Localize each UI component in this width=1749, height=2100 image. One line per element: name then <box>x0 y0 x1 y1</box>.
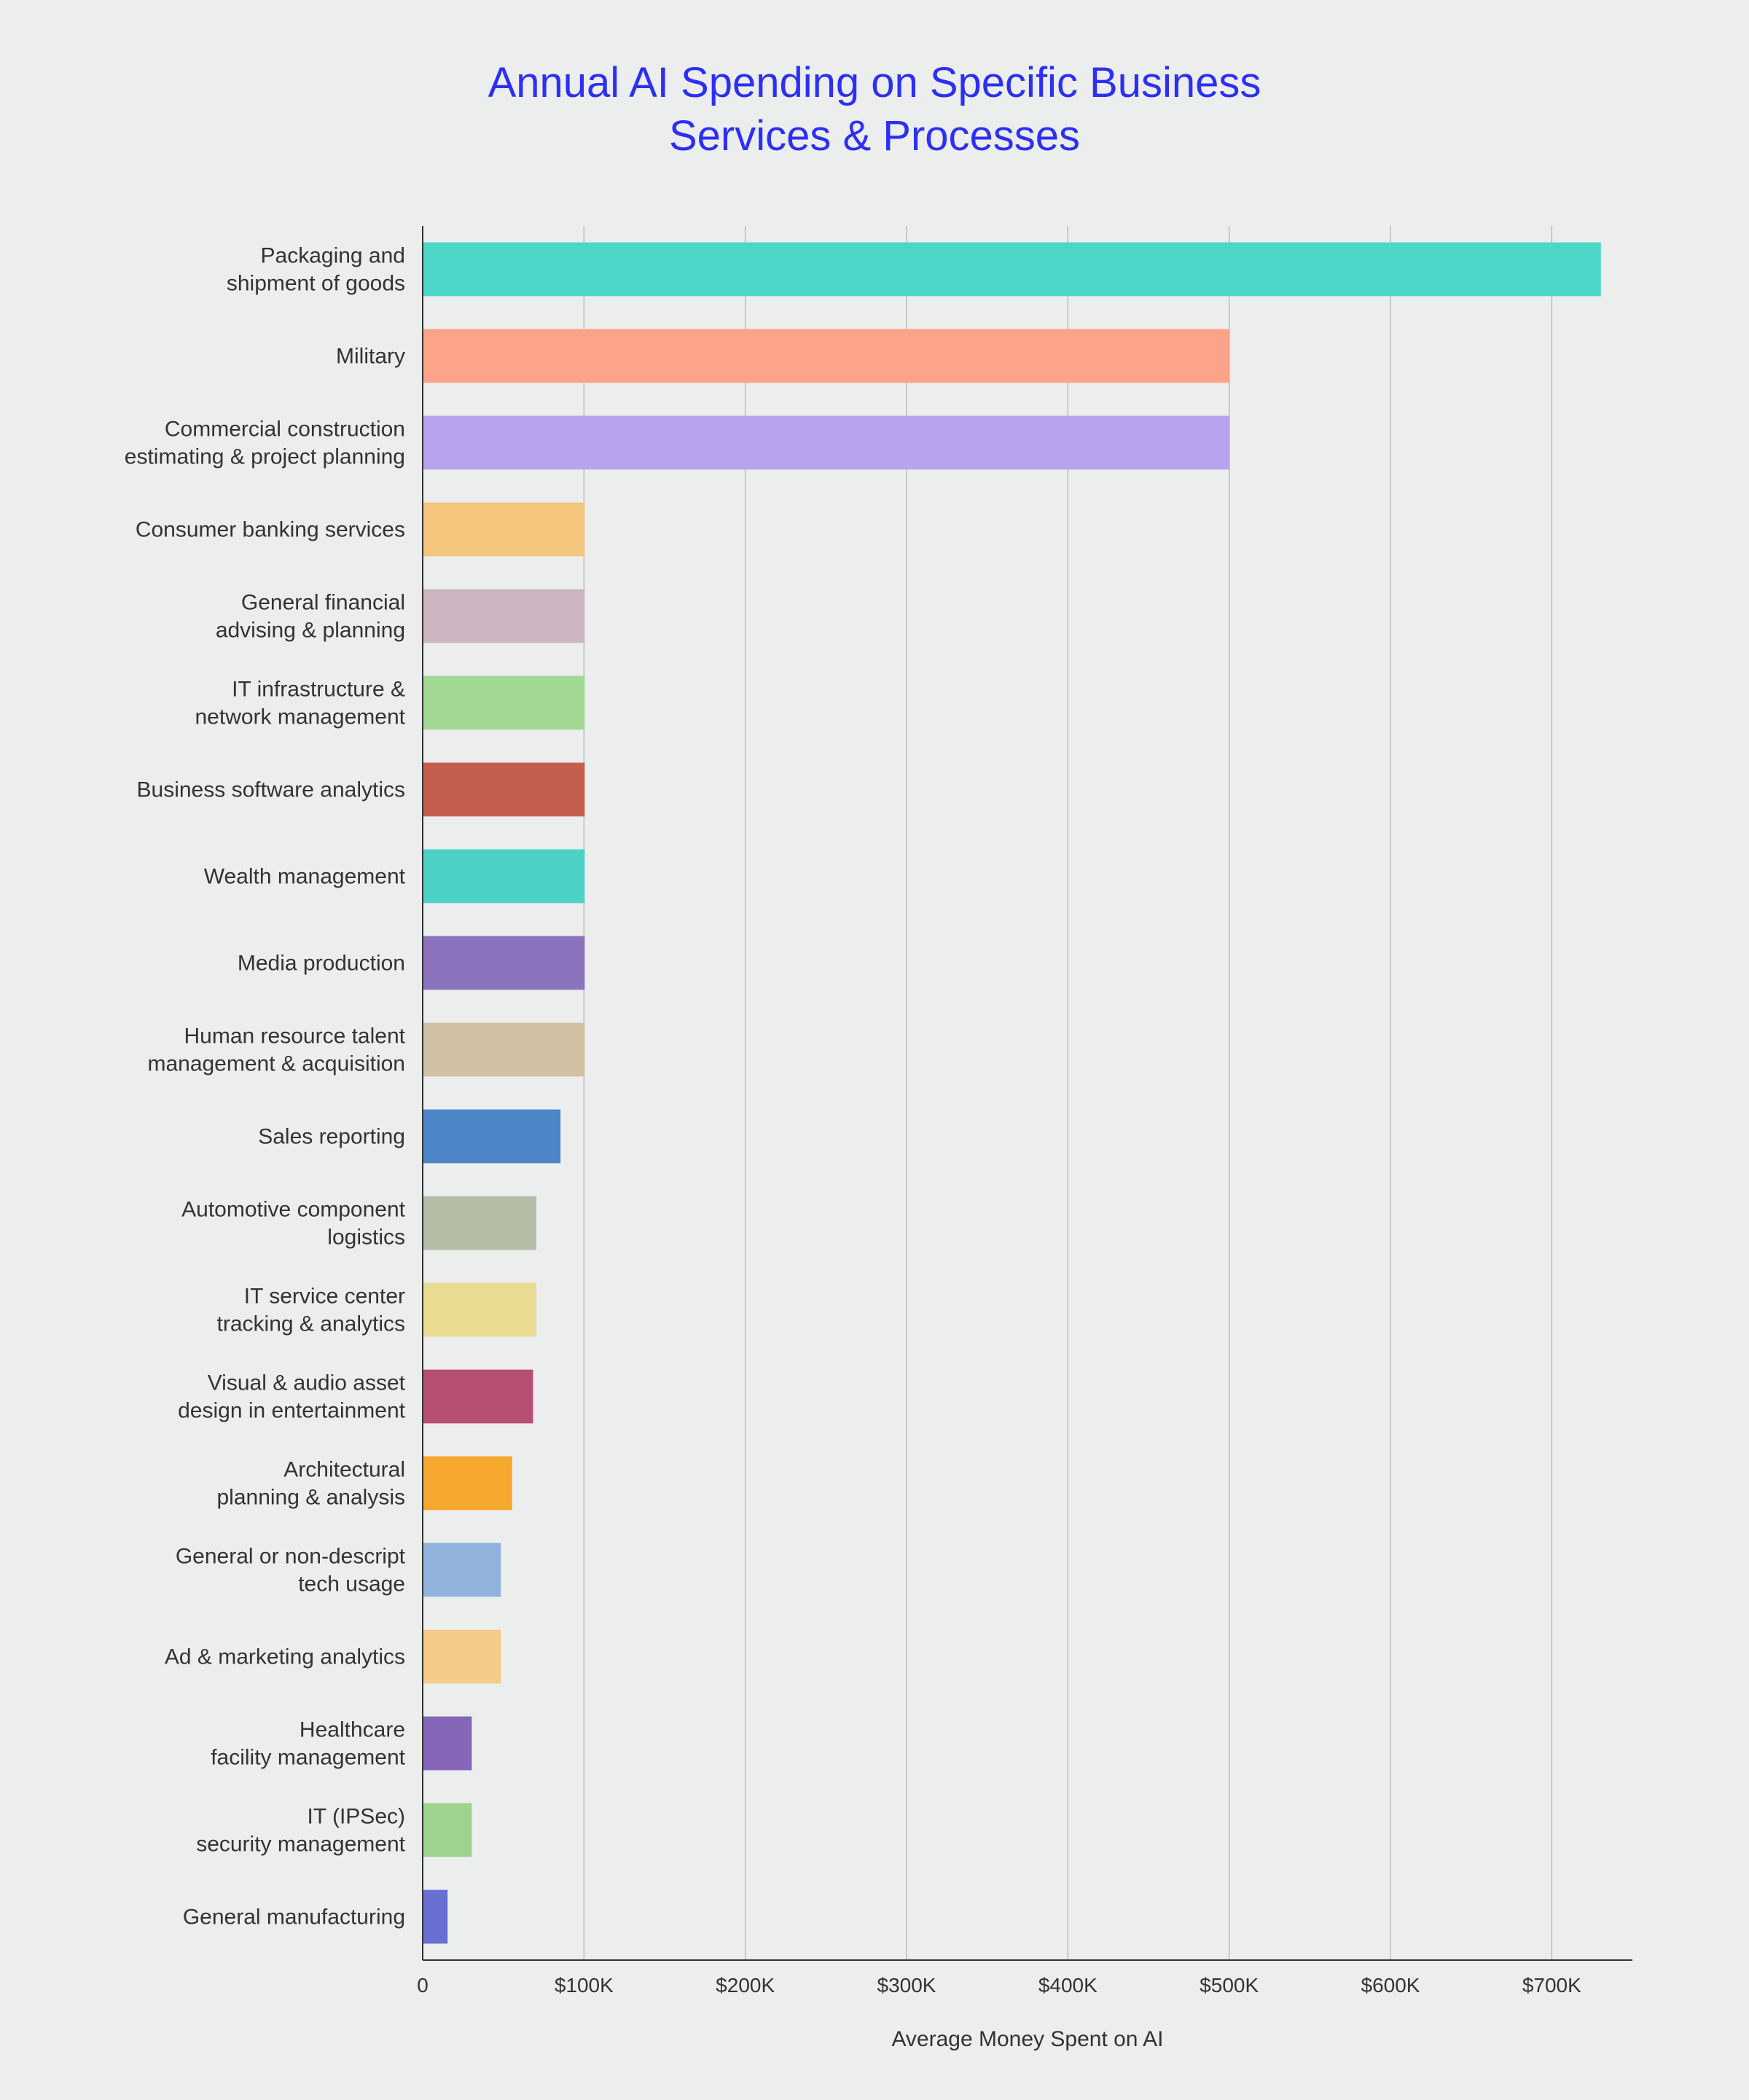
bar <box>423 243 1601 297</box>
bar <box>423 1023 584 1077</box>
bar-label: design in entertainment <box>178 1399 406 1423</box>
bar-label: Consumer banking services <box>136 518 405 542</box>
bar-label: Healthcare <box>300 1718 405 1742</box>
bar-label: network management <box>195 705 406 729</box>
x-tick-label: 0 <box>417 1974 429 1997</box>
bar-label: facility management <box>211 1746 405 1770</box>
bar-label: Commercial construction <box>165 418 405 442</box>
bar-label: IT service center <box>244 1285 405 1309</box>
bar <box>423 1370 533 1424</box>
bar-label: logistics <box>327 1226 405 1250</box>
x-tick-label: $600K <box>1361 1974 1420 1997</box>
bar <box>423 1803 472 1857</box>
bar <box>423 1110 560 1164</box>
bar-label: General manufacturing <box>183 1905 405 1929</box>
bar <box>423 936 584 990</box>
bar-label: management & acquisition <box>147 1052 405 1076</box>
bar <box>423 1196 536 1250</box>
bar-label: Visual & audio asset <box>208 1371 406 1395</box>
bar-label: Sales reporting <box>258 1125 405 1149</box>
bar <box>423 329 1230 383</box>
bar <box>423 1890 447 1944</box>
bar-label: Automotive component <box>181 1198 406 1222</box>
bar <box>423 589 584 643</box>
bar-label: planning & analysis <box>216 1486 405 1510</box>
bar-label: IT infrastructure & <box>232 678 405 702</box>
x-tick-label: $400K <box>1038 1974 1097 1997</box>
x-tick-label: $500K <box>1200 1974 1259 1997</box>
bar-label: Architectural <box>283 1458 405 1482</box>
bar-chart: 0 $100K $200K $300K $400K $500K $600K $700K Pack… <box>0 0 1749 2100</box>
bar <box>423 1457 512 1511</box>
bar-label: shipment of goods <box>227 272 405 296</box>
bar <box>423 763 584 817</box>
bar <box>423 416 1230 470</box>
bar-label: tracking & analytics <box>217 1312 405 1336</box>
bar-label: Wealth management <box>204 865 406 889</box>
bar-label: Business software analytics <box>137 778 406 802</box>
bar-label: Military <box>336 345 405 369</box>
bar <box>423 1543 501 1597</box>
bar-label: estimating & project planning <box>125 445 405 469</box>
bar-label: Human resource talent <box>184 1024 406 1049</box>
bar <box>423 850 584 904</box>
bar <box>423 676 584 730</box>
bar <box>423 1283 536 1337</box>
x-tick-label: $300K <box>877 1974 936 1997</box>
x-tick-label: $100K <box>555 1974 614 1997</box>
bar-label: advising & planning <box>216 619 405 643</box>
bar-label: Media production <box>238 952 405 976</box>
x-axis-title: Average Money Spent on AI <box>891 2027 1163 2051</box>
bar <box>423 1630 501 1684</box>
bar-label: IT (IPSec) <box>308 1805 405 1829</box>
bar <box>423 1717 472 1771</box>
bar-label: tech usage <box>298 1572 405 1596</box>
bar-label: General financial <box>241 591 405 615</box>
x-tick-label: $200K <box>716 1974 775 1997</box>
bar-label: security management <box>196 1833 405 1857</box>
bar-label: Ad & marketing analytics <box>165 1645 405 1669</box>
bar-label: General or non-descript <box>176 1545 406 1569</box>
bar <box>423 503 584 557</box>
bar-label: Packaging and <box>261 244 406 268</box>
x-tick-label: $700K <box>1522 1974 1581 1997</box>
